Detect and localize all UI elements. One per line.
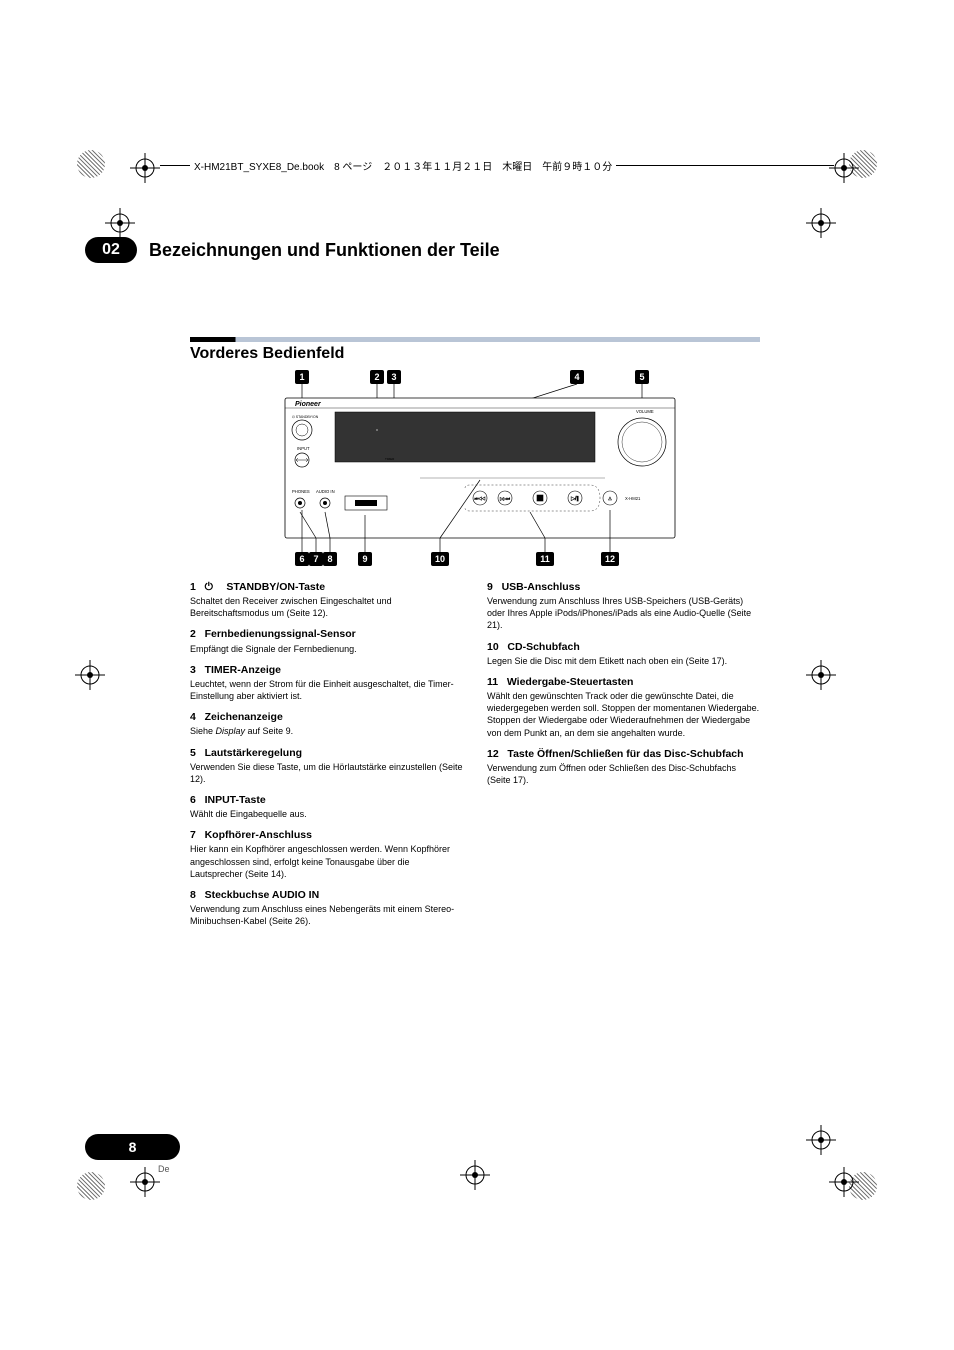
- svg-text:4: 4: [574, 372, 579, 382]
- callout-2: 2: [370, 370, 384, 398]
- chapter-title: Bezeichnungen und Funktionen der Teile: [149, 240, 500, 261]
- front-panel-diagram: 1 2 3 4 5 Pioneer ⏻ STANDBY/ON INPUT TIM…: [280, 370, 680, 585]
- item-body: Leuchtet, wenn der Strom für die Einheit…: [190, 678, 463, 702]
- item-heading: 2 Fernbedienungssignal-Sensor: [190, 627, 463, 641]
- item-heading: 5 Lautstärkeregelung: [190, 746, 463, 760]
- svg-text:▶/∥: ▶/∥: [571, 496, 579, 502]
- item-body: Hier kann ein Kopfhörer angeschlossen we…: [190, 843, 463, 879]
- item-body: Empfängt die Signale der Fernbedienung.: [190, 643, 463, 655]
- header-text: X-HM21BT_SYXE8_De.book 8 ページ ２０１３年１１月２１日…: [190, 158, 616, 173]
- svg-text:9: 9: [362, 554, 367, 564]
- svg-text:▲: ▲: [608, 496, 613, 502]
- svg-text:11: 11: [540, 554, 550, 564]
- svg-text:▶▶⏭: ▶▶⏭: [500, 496, 510, 501]
- chapter-bar: 02 Bezeichnungen und Funktionen der Teil…: [85, 237, 836, 263]
- svg-text:10: 10: [435, 554, 445, 564]
- callout-1: 1: [295, 370, 309, 398]
- item-heading: 6 INPUT-Taste: [190, 793, 463, 807]
- item-body: Verwendung zum Anschluss Ihres USB-Speic…: [487, 595, 760, 631]
- item-body: Wählt den gewünschten Track oder die gew…: [487, 690, 760, 739]
- item-heading: 1 ⏻ STANDBY/ON-Taste: [190, 580, 463, 594]
- item-heading: 11 Wiedergabe-Steuertasten: [487, 675, 760, 689]
- page-number-badge: 8: [85, 1134, 180, 1160]
- svg-text:Pioneer: Pioneer: [295, 401, 322, 408]
- print-corner-mark: [77, 1172, 105, 1200]
- print-corner-mark: [77, 150, 105, 178]
- svg-text:3: 3: [391, 372, 396, 382]
- svg-text:8: 8: [327, 554, 332, 564]
- chapter-number: 02: [85, 237, 137, 263]
- item-heading: 4 Zeichenanzeige: [190, 710, 463, 724]
- item-heading: 9 USB-Anschluss: [487, 580, 760, 594]
- svg-text:12: 12: [605, 554, 615, 564]
- registration-mark: [460, 1160, 490, 1190]
- item-body: Legen Sie die Disc mit dem Etikett nach …: [487, 655, 760, 667]
- item-heading: 8 Steckbuchse AUDIO IN: [190, 888, 463, 902]
- registration-mark: [75, 660, 105, 690]
- svg-text:⏻ STANDBY/ON: ⏻ STANDBY/ON: [292, 415, 319, 419]
- item-body: Schaltet den Receiver zwischen Eingescha…: [190, 595, 463, 619]
- svg-text:5: 5: [639, 372, 644, 382]
- registration-mark: [130, 1167, 160, 1197]
- section-accent-bar: [190, 337, 760, 342]
- svg-text:PHONES: PHONES: [292, 489, 310, 494]
- item-heading: 7 Kopfhörer-Anschluss: [190, 828, 463, 842]
- item-body: Siehe Display auf Seite 9.: [190, 725, 463, 737]
- registration-mark: [829, 153, 859, 183]
- item-heading: 12 Taste Öffnen/Schließen für das Disc-S…: [487, 747, 760, 761]
- registration-mark: [806, 1125, 836, 1155]
- registration-mark: [806, 208, 836, 238]
- svg-text:⏮◀◀: ⏮◀◀: [475, 496, 486, 501]
- svg-text:INPUT: INPUT: [297, 446, 310, 451]
- callout-3: 3: [387, 370, 401, 398]
- svg-text:7: 7: [313, 554, 318, 564]
- svg-text:1: 1: [299, 372, 304, 382]
- svg-text:6: 6: [299, 554, 304, 564]
- item-heading: 10 CD-Schubfach: [487, 640, 760, 654]
- page-language: De: [158, 1164, 170, 1174]
- item-body: Wählt die Eingabequelle aus.: [190, 808, 463, 820]
- svg-text:TIMER: TIMER: [385, 457, 395, 461]
- item-heading: 3 TIMER-Anzeige: [190, 663, 463, 677]
- left-column: 1 ⏻ STANDBY/ON-TasteSchaltet den Receive…: [190, 580, 463, 927]
- item-body: Verwendung zum Öffnen oder Schließen des…: [487, 762, 760, 786]
- svg-text:VOLUME: VOLUME: [636, 409, 654, 414]
- svg-text:AUDIO IN: AUDIO IN: [316, 489, 335, 494]
- registration-mark: [806, 660, 836, 690]
- svg-text:2: 2: [374, 372, 379, 382]
- svg-text:X-HM21: X-HM21: [625, 496, 641, 501]
- right-column: 9 USB-AnschlussVerwendung zum Anschluss …: [487, 580, 760, 927]
- registration-mark: [105, 208, 135, 238]
- content-columns: 1 ⏻ STANDBY/ON-TasteSchaltet den Receive…: [190, 580, 760, 927]
- registration-mark: [130, 153, 160, 183]
- section-title: Vorderes Bedienfeld: [190, 345, 344, 363]
- item-body: Verwenden Sie diese Taste, um die Hörlau…: [190, 761, 463, 785]
- registration-mark: [829, 1167, 859, 1197]
- item-body: Verwendung zum Anschluss eines Nebengerä…: [190, 903, 463, 927]
